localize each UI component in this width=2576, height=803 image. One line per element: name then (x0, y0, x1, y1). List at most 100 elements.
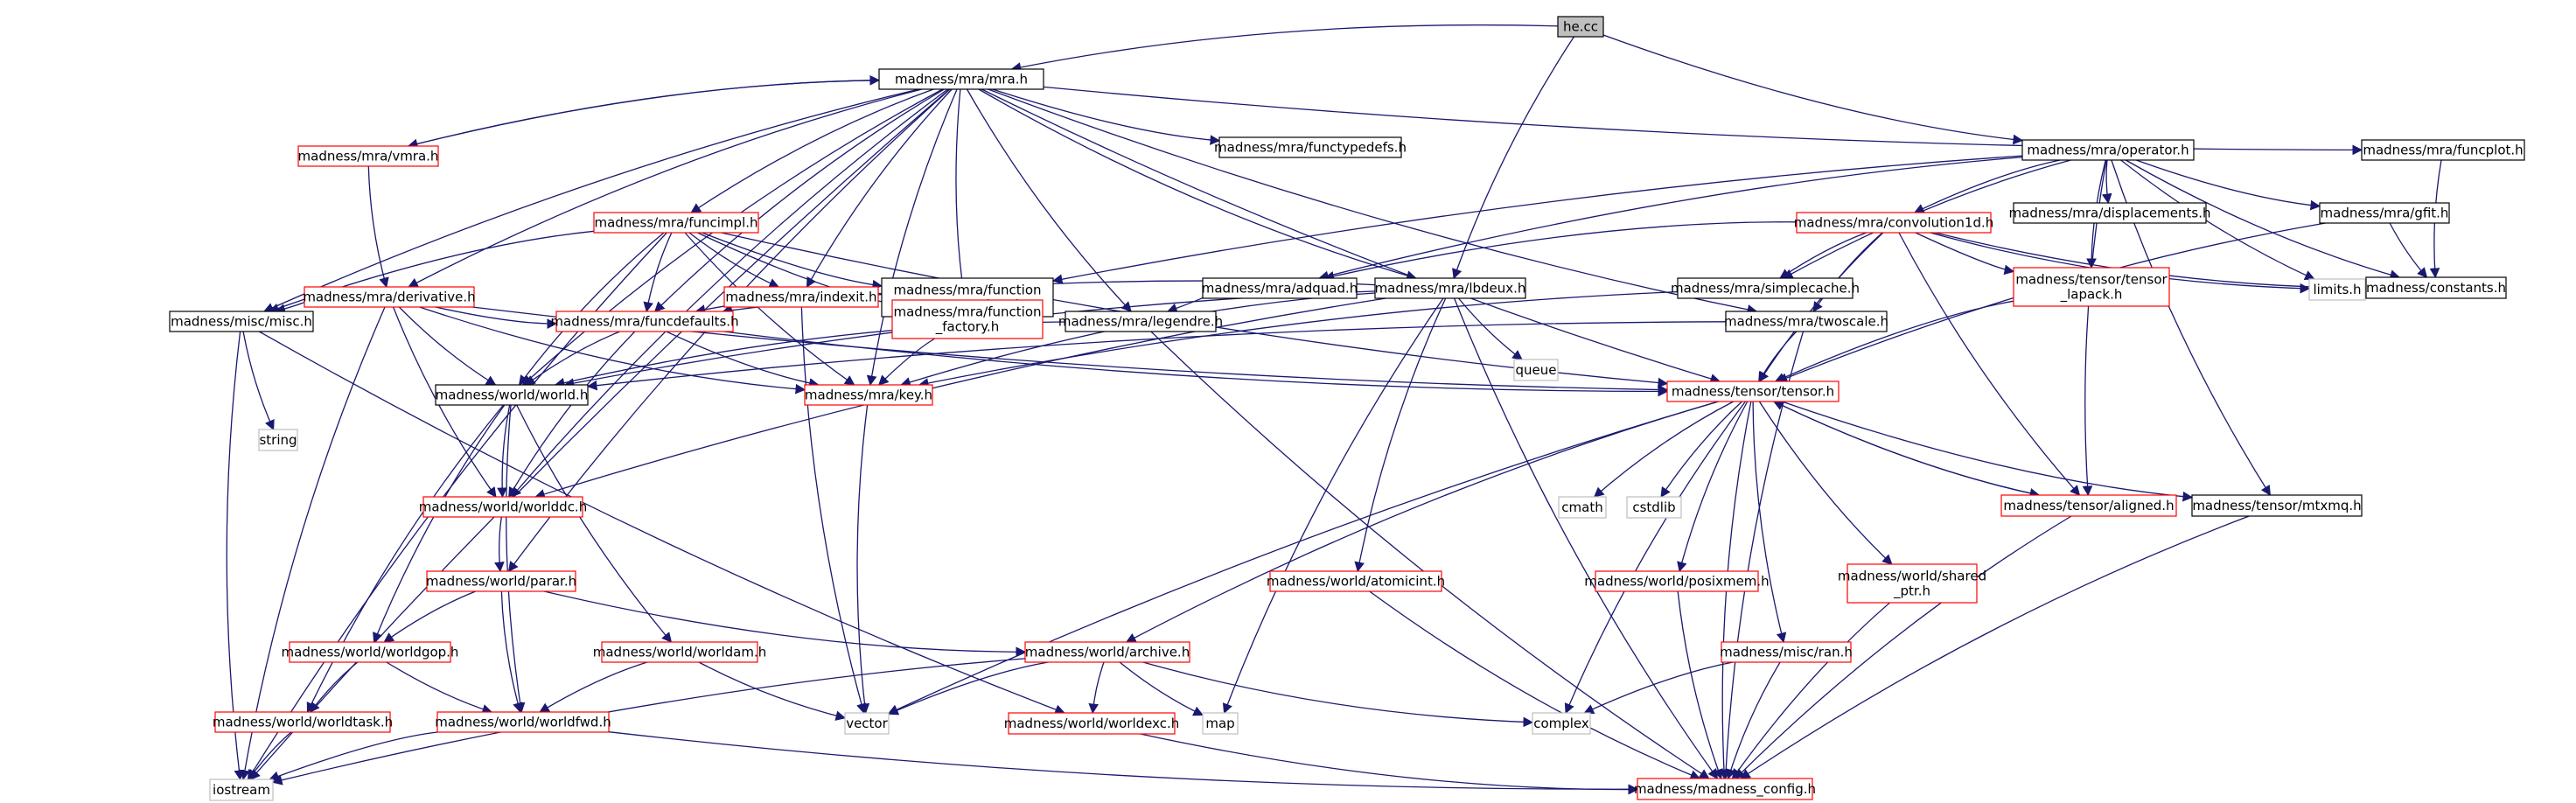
node-twoscale-label: madness/mra/twoscale.h (1724, 314, 1888, 330)
node-funcimpl[interactable]: madness/mra/funcimpl.h (593, 212, 759, 234)
edge-tensor-to-vector (887, 401, 1719, 715)
node-lbdeux-box (1374, 277, 1526, 299)
edge-mra-to-funcimpl (690, 88, 934, 213)
node-he-box (1557, 16, 1604, 38)
node-world-box (435, 384, 589, 406)
node-world-label: madness/world/world.h (436, 388, 589, 403)
node-cstdlib[interactable]: cstdlib (1626, 496, 1682, 519)
node-funcdefaults[interactable]: madness/mra/funcdefaults.h (550, 311, 739, 332)
node-misc[interactable]: madness/misc/misc.h (169, 311, 314, 332)
edge-worldtask-to-iostream (248, 731, 292, 780)
node-ffactory[interactable]: madness/mra/function _factory.h (891, 299, 1044, 339)
node-funcdefaults-label: madness/mra/funcdefaults.h (550, 314, 738, 330)
node-queue-box (1513, 359, 1559, 381)
node-simplecache[interactable]: madness/mra/simplecache.h (1671, 277, 1860, 299)
edge-derivative-to-misc (275, 300, 307, 314)
edge-lbdeux-to-worlddc (534, 297, 1386, 499)
edge-funcimpl-to-world (518, 232, 665, 386)
node-gfit[interactable]: madness/mra/gfit.h (2319, 202, 2450, 224)
node-worlddc[interactable]: madness/world/worlddc.h (419, 496, 587, 518)
node-he[interactable]: he.cc (1557, 16, 1604, 38)
node-operator[interactable]: madness/mra/operator.h (2021, 139, 2195, 161)
node-lbdeux-label: madness/mra/lbdeux.h (1375, 281, 1526, 297)
node-worldam-box (601, 641, 758, 663)
edge-worlddc-to-parar (494, 516, 505, 573)
node-posixmem[interactable]: madness/world/posixmem.h (1584, 570, 1770, 592)
node-parar-box (426, 570, 576, 592)
node-worldam-label: madness/world/worldam.h (593, 645, 766, 660)
node-vector[interactable]: vector (844, 712, 890, 735)
node-worldgop[interactable]: madness/world/worldgop.h (282, 641, 459, 663)
node-vmra[interactable]: madness/mra/vmra.h (297, 145, 439, 167)
node-worldexc-box (1008, 712, 1176, 735)
node-worldexc[interactable]: madness/world/worldexc.h (1004, 712, 1180, 735)
edge-archive-to-complex (1142, 661, 1534, 728)
node-mtxmq[interactable]: madness/tensor/mtxmq.h (2191, 494, 2363, 517)
edge-operator-to-constants (2125, 159, 2401, 280)
node-worldtask[interactable]: madness/world/worldtask.h (213, 711, 393, 733)
node-worldfwd[interactable]: madness/world/worldfwd.h (435, 711, 611, 733)
node-funcplot-box (2361, 139, 2525, 161)
node-layer: he.cc madness/mra/mra.h madness/mra/vmra.h… (169, 16, 2525, 801)
node-convolution1d[interactable]: madness/mra/convolution1d.h (1794, 212, 1994, 234)
node-adquad-box (1202, 277, 1358, 299)
node-lbdeux[interactable]: madness/mra/lbdeux.h (1374, 277, 1526, 299)
node-functypedefs[interactable]: madness/mra/functypedefs.h (1214, 136, 1407, 158)
edge-derivative-to-world (398, 306, 497, 386)
node-convolution1d-label: madness/mra/convolution1d.h (1794, 215, 1994, 231)
edge-vmra-to-mra (408, 74, 881, 147)
edge-mra-to-indexit (806, 88, 953, 289)
node-parar[interactable]: madness/world/parar.h (426, 570, 576, 592)
edge-he-to-operator (1602, 34, 2024, 145)
node-string[interactable]: string (258, 429, 298, 451)
edge-world-to-worldam (516, 404, 673, 643)
node-funcplot-label: madness/mra/funcplot.h (2363, 143, 2523, 158)
node-legendre[interactable]: madness/mra/legendre.h (1058, 311, 1223, 332)
edge-funcimpl-to-key (684, 232, 855, 386)
edge-mra-to-twoscale (988, 88, 1758, 315)
node-constants[interactable]: madness/constants.h (2365, 276, 2507, 299)
edge-operator-to-displacements (2101, 159, 2112, 205)
node-funcplot[interactable]: madness/mra/funcplot.h (2361, 139, 2525, 161)
node-config[interactable]: madness/madness_config.h (1634, 778, 1816, 800)
node-atomicint[interactable]: madness/world/atomicint.h (1267, 570, 1445, 592)
node-displacements[interactable]: madness/mra/displacements.h (2009, 202, 2211, 224)
node-string-box (258, 429, 298, 451)
node-mra[interactable]: madness/mra/mra.h (878, 68, 1044, 90)
edge-mra-to-key (866, 88, 958, 387)
edge-archive-to-vector (887, 661, 1049, 716)
node-adquad[interactable]: madness/mra/adquad.h (1202, 277, 1358, 299)
node-gfit-label: madness/mra/gfit.h (2321, 206, 2449, 221)
node-map[interactable]: map (1202, 712, 1239, 735)
node-world[interactable]: madness/world/world.h (435, 384, 589, 406)
node-ran[interactable]: madness/misc/ran.h (1720, 641, 1853, 663)
node-derivative[interactable]: madness/mra/derivative.h (303, 286, 476, 308)
node-key[interactable]: madness/mra/key.h (804, 384, 933, 406)
node-ran-box (1721, 641, 1852, 663)
node-archive[interactable]: madness/world/archive.h (1024, 641, 1190, 663)
edge-gfit-to-constants (2389, 222, 2428, 278)
edge-aligned-to-config (1735, 515, 2072, 779)
node-indexit[interactable]: madness/mra/indexit.h (723, 286, 879, 308)
edge-legendre-to-config (1150, 331, 1710, 779)
node-iostream[interactable]: iostream (209, 779, 274, 801)
edge-adquad-to-legendre (1167, 297, 1204, 313)
node-cmath[interactable]: cmath (1558, 496, 1607, 519)
node-worldam[interactable]: madness/world/worldam.h (593, 641, 766, 663)
node-queue[interactable]: queue (1513, 359, 1559, 381)
node-aligned[interactable]: madness/tensor/aligned.h (2000, 494, 2177, 517)
node-sharedptr[interactable]: madness/world/shared _ptr.h (1838, 563, 1986, 604)
node-legendre-box (1065, 311, 1217, 332)
edge-parar-to-worldgop (383, 590, 477, 643)
node-twoscale[interactable]: madness/mra/twoscale.h (1724, 311, 1888, 332)
edge-funcdefaults-to-worlddc (508, 331, 636, 499)
edge-operator-to-limits (2120, 159, 2315, 280)
edge-mra-to-funcdefaults (653, 88, 945, 312)
node-tensor[interactable]: madness/tensor/tensor.h (1666, 381, 1840, 402)
node-tlapack[interactable]: madness/tensor/tensor _lapack.h (2013, 267, 2170, 307)
node-complex-label: complex (1533, 716, 1589, 731)
node-limits[interactable]: limits.h (2308, 278, 2366, 301)
edge-archive-to-worldexc (1088, 661, 1105, 715)
node-complex[interactable]: complex (1532, 712, 1591, 735)
node-twoscale-box (1725, 311, 1888, 332)
